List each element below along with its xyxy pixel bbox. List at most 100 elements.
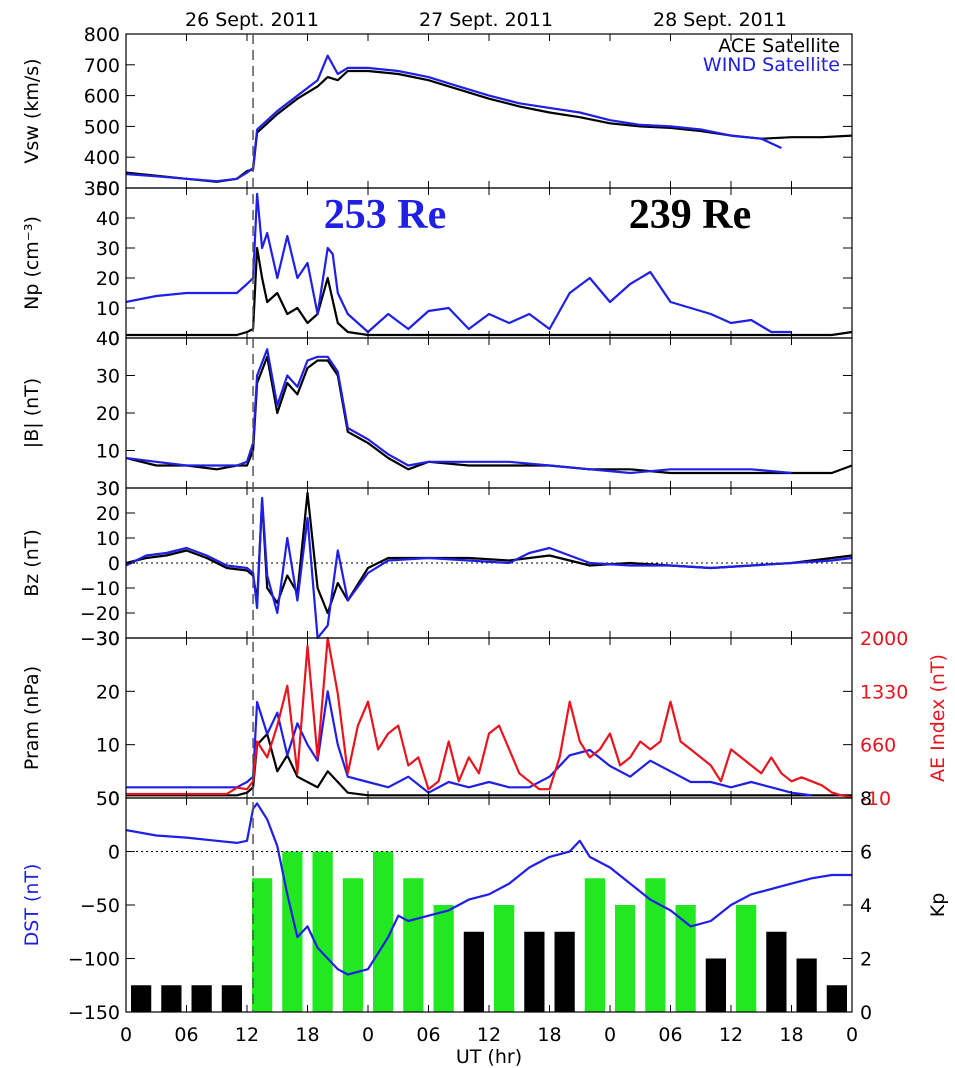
- y-tick-label: 0: [108, 788, 120, 810]
- kp-bar-6: [282, 851, 303, 1012]
- series-pram-ae-index: [126, 636, 853, 799]
- kp-bar-1: [131, 985, 152, 1012]
- series-bz-wind-satellite: [125, 496, 853, 640]
- kp-bar-12: [463, 931, 484, 1012]
- y-tick-label: 20: [96, 403, 120, 425]
- y-tick-label: 0: [108, 842, 120, 864]
- series-vsw-wind-satellite: [125, 54, 782, 183]
- kp-bar-17: [615, 905, 636, 1012]
- kp-bar-3: [191, 985, 212, 1012]
- y-axis-label: Pram (nPa): [21, 666, 43, 770]
- kp-bar-22: [766, 931, 787, 1012]
- y-tick-label: −10: [80, 578, 120, 600]
- y-tick-label: 30: [96, 238, 120, 260]
- kp-bar-16: [584, 878, 605, 1012]
- y2-tick-label: 2: [860, 949, 872, 971]
- y-tick-label: −20: [80, 603, 120, 625]
- panel-pram: 0 10 20 30 -10 660 1330 2000 AE Index (nT) Pram (…: [21, 628, 949, 810]
- y-tick-label: 600: [84, 86, 120, 108]
- kp-bar-20: [705, 958, 726, 1012]
- y-tick-label: −150: [68, 1002, 120, 1024]
- y-tick-label: −50: [80, 895, 120, 917]
- y-axis-label: DST (nT): [21, 864, 43, 947]
- x-tick-label: 0: [604, 1024, 616, 1046]
- y-tick-label: 20: [96, 503, 120, 525]
- x-tick-label: 06: [416, 1024, 440, 1046]
- date-label-day2: 27 Sept. 2011: [419, 9, 553, 31]
- y-tick-label: 50: [96, 178, 120, 200]
- y-tick-label: 0: [108, 553, 120, 575]
- x-tick-label: 18: [779, 1024, 803, 1046]
- kp-bar-2: [161, 985, 182, 1012]
- legend-entry-2: WIND Satellite: [703, 54, 840, 76]
- panel-b: 0 10 20 30 40 |B| (nT): [21, 328, 853, 500]
- panel-frame: [125, 487, 853, 639]
- kp-bar-18: [645, 878, 666, 1012]
- y-tick-label: 300: [84, 178, 120, 200]
- x-tick-label: 12: [719, 1024, 743, 1046]
- kp-bar-21: [736, 905, 757, 1012]
- y-tick-label: 40: [96, 208, 120, 230]
- y-tick-label: 800: [84, 24, 120, 46]
- y2-axis-label: AE Index (nT): [927, 654, 949, 782]
- y-tick-label: 10: [96, 298, 120, 320]
- series-np-wind-satellite: [125, 192, 792, 334]
- x-tick-label: 0: [846, 1024, 858, 1046]
- y-axis-label: Np (cm⁻³): [21, 216, 43, 310]
- x-axis-label: UT (hr): [456, 1046, 522, 1068]
- kp-bar-15: [554, 931, 575, 1012]
- kp-bar-5: [252, 878, 273, 1012]
- x-tick-label: 06: [174, 1024, 198, 1046]
- x-tick-label: 18: [295, 1024, 319, 1046]
- kp-bar-24: [826, 985, 847, 1012]
- y2-tick-label: 1330: [860, 681, 908, 703]
- y2-tick-label: 6: [860, 842, 872, 864]
- y-tick-label: 700: [84, 55, 120, 77]
- y-tick-label: 30: [96, 366, 120, 388]
- series-bz-ace-satellite: [125, 491, 853, 615]
- x-tick-label: 06: [658, 1024, 682, 1046]
- y-tick-label: −30: [80, 628, 120, 650]
- kp-bar-4: [221, 985, 242, 1012]
- y-tick-label: 30: [96, 628, 120, 650]
- legend-entry-1: ACE Satellite: [718, 35, 840, 57]
- y2-tick-label: -10: [860, 788, 891, 810]
- panel-bz: −30 −20 −10 0 10 20 30 Bz (nT): [21, 478, 853, 650]
- kp-bar-7: [312, 851, 333, 1012]
- y-tick-label: 30: [96, 478, 120, 500]
- y2-tick-label: 4: [860, 895, 872, 917]
- y-tick-label: 400: [84, 147, 120, 169]
- y-tick-label: 0: [108, 478, 120, 500]
- distance-annotation-2: 239 Re: [629, 192, 751, 238]
- y-tick-label: 20: [96, 681, 120, 703]
- y-tick-label: −100: [68, 949, 120, 971]
- y-axis-label: |B| (nT): [21, 378, 43, 448]
- kp-bar-10: [403, 878, 424, 1012]
- x-tick-label: 0: [120, 1024, 132, 1046]
- y2-tick-label: 660: [860, 735, 896, 757]
- kp-bar-14: [524, 931, 545, 1012]
- x-tick-label: 12: [477, 1024, 501, 1046]
- y-tick-label: 0: [108, 328, 120, 350]
- y-tick-label: 10: [96, 735, 120, 757]
- x-tick-label: 0: [362, 1024, 374, 1046]
- kp-bar-23: [796, 958, 817, 1012]
- date-labels: 26 Sept. 2011 27 Sept. 2011 28 Sept. 201…: [185, 9, 787, 31]
- series-pram-wind-satellite: [126, 690, 812, 797]
- series-vsw-ace-satellite: [125, 69, 853, 183]
- y-axis-label: Bz (nT): [21, 529, 43, 597]
- y-tick-label: 50: [96, 788, 120, 810]
- series-b-ace-satellite: [125, 355, 853, 475]
- kp-bar-9: [373, 851, 394, 1012]
- y-tick-label: 20: [96, 268, 120, 290]
- series-b-wind-satellite: [125, 348, 792, 475]
- kp-bar-11: [433, 905, 454, 1012]
- y2-tick-label: 0: [860, 1002, 872, 1024]
- x-tick-label: 12: [235, 1024, 259, 1046]
- x-tick-label: 18: [537, 1024, 561, 1046]
- y-tick-label: 500: [84, 116, 120, 138]
- y-tick-label: 40: [96, 328, 120, 350]
- distance-annotation-1: 253 Re: [324, 192, 446, 238]
- kp-bar-8: [342, 878, 363, 1012]
